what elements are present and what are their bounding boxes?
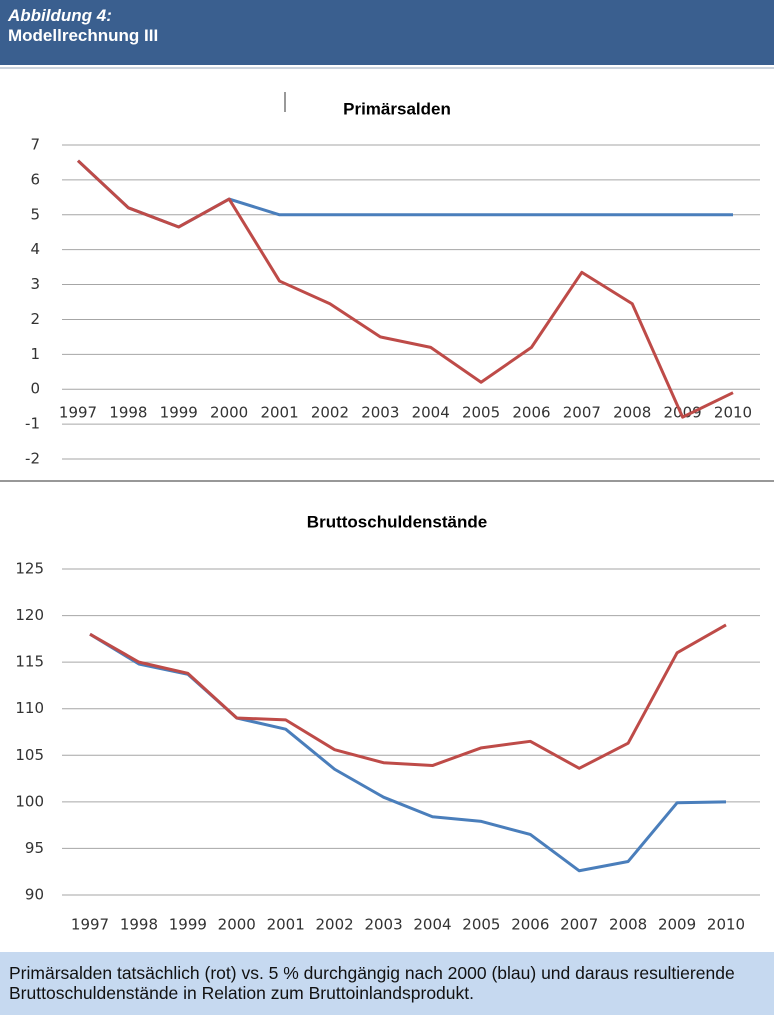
x-tick-label: 2008: [613, 404, 651, 422]
y-tick-label: 100: [15, 792, 44, 810]
x-tick-label: 2007: [560, 916, 598, 934]
y-tick-label: 1: [30, 345, 40, 363]
x-tick-label: 1997: [59, 404, 97, 422]
chart-title: Primärsalden: [343, 99, 451, 118]
x-tick-label: 2009: [658, 916, 696, 934]
y-tick-label: 120: [15, 606, 44, 624]
x-tick-label: 1998: [120, 916, 158, 934]
x-tick-label: 2003: [361, 404, 399, 422]
y-tick-label: 2: [30, 310, 40, 328]
data-line: [76, 159, 734, 419]
y-tick-label: 115: [15, 653, 44, 671]
data-line: [76, 159, 733, 229]
x-tick-label: 1997: [71, 916, 109, 934]
y-tick-label: 3: [30, 275, 40, 293]
header: Abbildung 4: Modellrechnung III: [0, 0, 774, 65]
x-tick-label: 2010: [707, 916, 745, 934]
x-tick-label: 2006: [512, 404, 550, 422]
y-tick-label: -2: [25, 450, 40, 468]
chart-title: Bruttoschuldenstände: [307, 512, 487, 531]
y-tick-label: 0: [30, 380, 40, 398]
x-tick-label: 1999: [160, 404, 198, 422]
x-tick-label: 2008: [609, 916, 647, 934]
y-tick-label: 125: [15, 560, 44, 578]
x-tick-label: 2007: [563, 404, 601, 422]
x-tick-label: 2005: [462, 916, 500, 934]
x-tick-label: 1998: [109, 404, 147, 422]
y-tick-label: 7: [30, 136, 40, 154]
x-tick-label: 2001: [267, 916, 305, 934]
data-line: [89, 632, 727, 873]
y-tick-label: 90: [25, 886, 44, 904]
x-tick-label: 2004: [412, 404, 450, 422]
y-tick-label: 6: [30, 170, 40, 188]
x-tick-label: 2001: [260, 404, 298, 422]
x-tick-label: 2002: [316, 916, 354, 934]
x-tick-label: 1999: [169, 916, 207, 934]
y-tick-label: 105: [15, 746, 44, 764]
y-tick-label: 110: [15, 699, 44, 717]
charts: Primärsalden -2 -1 0 1 2 3 4 5 6 7 1997 1998 1999 2000…: [0, 67, 774, 934]
data-line: [89, 623, 727, 770]
caption: Primärsalden tatsächlich (rot) vs. 5 % d…: [0, 952, 774, 1015]
y-tick-label: 4: [30, 240, 40, 258]
x-tick-label: 2005: [462, 404, 500, 422]
x-tick-label: 2003: [364, 916, 402, 934]
x-tick-label: 2002: [311, 404, 349, 422]
figure-label: Abbildung 4:: [8, 6, 112, 25]
y-tick-label: -1: [25, 415, 40, 433]
x-tick-label: 2000: [218, 916, 256, 934]
y-tick-label: 95: [25, 839, 44, 857]
x-tick-label: 2010: [714, 404, 752, 422]
x-tick-label: 2009: [664, 404, 702, 422]
x-tick-label: 2006: [511, 916, 549, 934]
y-tick-label: 5: [30, 205, 40, 223]
x-tick-label: 2000: [210, 404, 248, 422]
figure-title: Modellrechnung III: [8, 26, 159, 45]
x-tick-label: 2004: [413, 916, 451, 934]
